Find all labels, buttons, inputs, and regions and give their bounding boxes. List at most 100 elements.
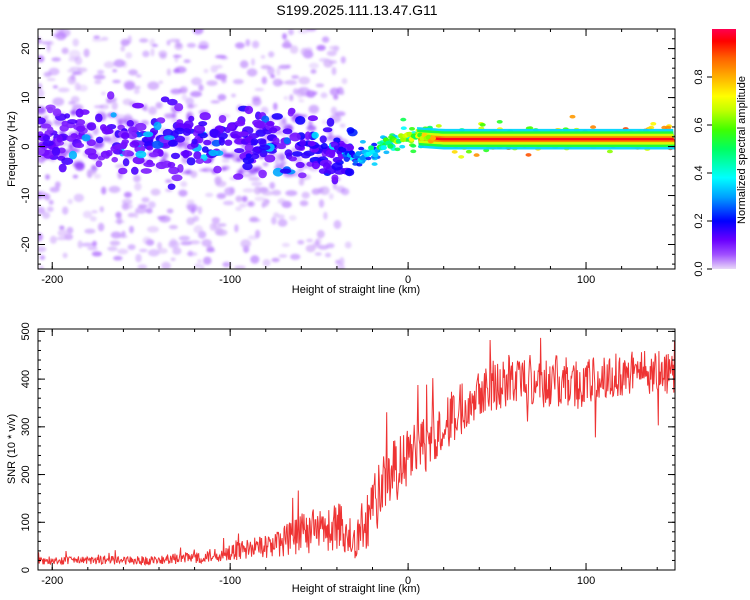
noise-blob (147, 81, 160, 90)
noise-blob (197, 259, 202, 264)
x-tick-label: 0 (405, 274, 411, 286)
band-blob (606, 149, 613, 154)
band-blob (344, 168, 355, 177)
noise-blob (42, 211, 51, 219)
band-blob (284, 149, 293, 157)
noise-blob (142, 236, 152, 245)
band-blob (38, 147, 45, 155)
band-blob (191, 138, 198, 145)
band-blob (291, 151, 303, 157)
noise-blob (72, 38, 79, 47)
band-blob (76, 125, 86, 132)
band-blob (143, 161, 156, 168)
band-blob (251, 153, 260, 160)
noise-blob (261, 190, 274, 196)
noise-blob (291, 75, 300, 79)
noise-blob (186, 217, 195, 226)
noise-blob (93, 74, 106, 80)
band-blob (42, 149, 55, 159)
noise-blob (135, 74, 142, 78)
noise-blob (113, 255, 123, 261)
noise-blob (192, 29, 204, 35)
noise-blob (221, 78, 227, 84)
noise-blob (331, 67, 337, 76)
band-blob (458, 155, 465, 159)
y-tick-label: 200 (20, 465, 32, 483)
band-blob (95, 136, 104, 144)
noise-blob (277, 219, 288, 227)
band-blob (359, 140, 366, 144)
figure-title: S199.2025.111.13.47.G11 (276, 2, 437, 18)
noise-blob (67, 69, 75, 73)
colorbar-tick-label: 0.8 (693, 69, 705, 84)
noise-blob (273, 102, 278, 111)
noise-blob (215, 180, 227, 187)
noise-blob (190, 91, 202, 98)
colorbar-tick-label: 0.0 (693, 261, 705, 276)
noise-blob (67, 75, 77, 85)
noise-blob (249, 216, 259, 222)
band-blob (61, 157, 74, 165)
band-blob (146, 145, 154, 151)
noise-blob (262, 259, 271, 267)
band-blob (266, 120, 275, 127)
noise-blob (78, 84, 88, 92)
band-blob (258, 169, 267, 179)
noise-blob (92, 240, 97, 247)
band-blob (394, 147, 401, 152)
band-blob (337, 140, 345, 148)
noise-blob (38, 36, 42, 45)
band-blob (307, 140, 316, 147)
noise-blob (166, 68, 172, 76)
noise-blob (306, 238, 314, 243)
noise-blob (326, 50, 337, 57)
x-tick-label: 100 (577, 274, 595, 286)
noise-blob (179, 86, 188, 94)
noise-blob (148, 201, 156, 209)
noise-blob (139, 38, 149, 43)
band-blob (259, 148, 268, 158)
noise-blob (168, 240, 180, 249)
noise-blob (127, 35, 132, 44)
colorbar-tick-label: 0.4 (693, 165, 705, 180)
noise-blob (150, 47, 155, 57)
ridge-point (340, 147, 347, 153)
noise-blob (74, 56, 83, 65)
colorbar-title: Normalized spectral amplitude (736, 76, 748, 224)
noise-blob (137, 264, 148, 269)
noise-blob (183, 59, 191, 63)
noise-blob (275, 153, 283, 158)
noise-blob (297, 240, 305, 245)
band-blob (331, 174, 339, 182)
band-blob (87, 153, 99, 160)
noise-blob (166, 40, 171, 46)
noise-blob (278, 119, 288, 129)
band-blob (211, 139, 222, 147)
band-blob (250, 138, 259, 146)
noise-blob (181, 93, 188, 101)
noise-blob (129, 225, 134, 234)
noise-blob (203, 68, 209, 74)
noise-blob (101, 186, 107, 195)
noise-blob (308, 104, 320, 114)
noise-blob (341, 78, 348, 85)
band-blob (193, 124, 206, 134)
noise-blob (158, 80, 163, 84)
band-blob (333, 137, 341, 143)
noise-blob (261, 76, 267, 85)
noise-blob (55, 31, 67, 41)
colorbar-tick-label: 0.2 (693, 213, 705, 228)
noise-blob (318, 199, 325, 208)
noise-blob (145, 208, 153, 214)
noise-blob (186, 104, 195, 109)
band-blob (142, 131, 154, 138)
band-blob (129, 141, 140, 148)
ridge-transition (333, 131, 436, 163)
noise-blob (168, 225, 178, 230)
noise-blob (316, 230, 325, 239)
y-tick-label: -20 (20, 237, 32, 253)
noise-blob (308, 120, 313, 128)
band-blob (352, 159, 359, 164)
noise-blob (234, 265, 246, 269)
